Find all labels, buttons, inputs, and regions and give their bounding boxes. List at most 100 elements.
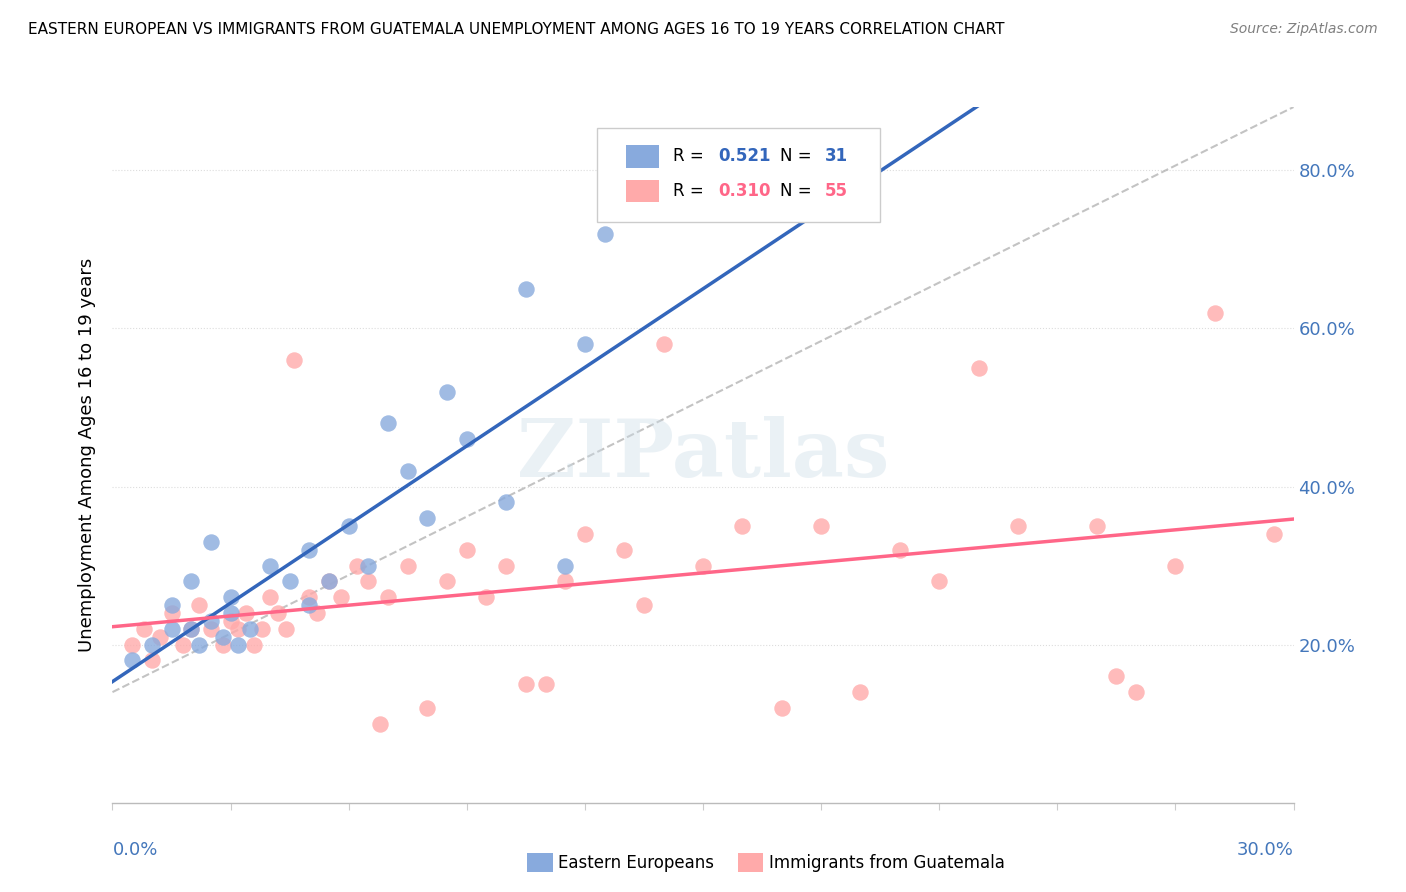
Point: [228, 622, 250, 636]
Point: [554, 574, 576, 589]
Point: [534, 677, 557, 691]
Point: [337, 519, 360, 533]
Text: 0.310: 0.310: [718, 182, 770, 200]
Point: [436, 574, 458, 589]
Point: [1164, 558, 1187, 573]
Point: [1007, 519, 1029, 533]
Point: [160, 598, 183, 612]
Point: [377, 417, 399, 431]
Point: [239, 622, 262, 636]
Point: [121, 653, 143, 667]
Point: [967, 360, 990, 375]
Point: [121, 638, 143, 652]
Point: [172, 638, 194, 652]
Point: [346, 558, 368, 573]
Point: [160, 606, 183, 620]
Point: [259, 558, 281, 573]
Point: [377, 591, 399, 605]
Text: 55: 55: [825, 182, 848, 200]
Y-axis label: Unemployment Among Ages 16 to 19 years: Unemployment Among Ages 16 to 19 years: [77, 258, 96, 652]
Point: [188, 638, 211, 652]
Point: [416, 701, 439, 715]
Point: [298, 598, 321, 612]
Text: Source: ZipAtlas.com: Source: ZipAtlas.com: [1230, 22, 1378, 37]
Text: ZIPatlas: ZIPatlas: [517, 416, 889, 494]
Point: [810, 519, 832, 533]
Text: Immigrants from Guatemala: Immigrants from Guatemala: [769, 854, 1005, 871]
Point: [357, 574, 380, 589]
Point: [456, 432, 478, 446]
Point: [495, 558, 517, 573]
Point: [633, 598, 655, 612]
Point: [141, 638, 163, 652]
Point: [219, 614, 242, 628]
Point: [219, 591, 242, 605]
Point: [267, 606, 290, 620]
Point: [200, 534, 222, 549]
Text: 0.521: 0.521: [718, 147, 770, 165]
Point: [1263, 527, 1285, 541]
Point: [515, 282, 537, 296]
Point: [357, 558, 380, 573]
Point: [1125, 685, 1147, 699]
Point: [318, 574, 340, 589]
Text: N =: N =: [780, 182, 817, 200]
Point: [200, 614, 222, 628]
Point: [329, 591, 352, 605]
Point: [416, 511, 439, 525]
Point: [211, 630, 233, 644]
Point: [250, 622, 273, 636]
Point: [228, 638, 250, 652]
Point: [235, 606, 257, 620]
Point: [298, 591, 321, 605]
Text: R =: R =: [673, 147, 710, 165]
Point: [475, 591, 498, 605]
Point: [278, 574, 301, 589]
Point: [243, 638, 266, 652]
Point: [298, 542, 321, 557]
Point: [515, 677, 537, 691]
Text: 31: 31: [825, 147, 848, 165]
Point: [692, 558, 714, 573]
Point: [554, 558, 576, 573]
Point: [436, 384, 458, 399]
Point: [307, 606, 329, 620]
Point: [211, 638, 233, 652]
Point: [396, 464, 419, 478]
Point: [770, 701, 793, 715]
Point: [396, 558, 419, 573]
Point: [274, 622, 297, 636]
Point: [283, 353, 305, 368]
Point: [849, 685, 872, 699]
FancyBboxPatch shape: [626, 180, 659, 202]
Point: [1085, 519, 1108, 533]
Point: [613, 542, 636, 557]
Point: [574, 337, 596, 351]
Point: [188, 598, 211, 612]
Point: [219, 606, 242, 620]
Point: [652, 337, 675, 351]
Point: [593, 227, 616, 241]
Point: [318, 574, 340, 589]
Point: [200, 622, 222, 636]
Point: [149, 630, 172, 644]
Point: [495, 495, 517, 509]
Point: [1105, 669, 1128, 683]
Point: [180, 622, 202, 636]
Point: [141, 653, 163, 667]
Point: [259, 591, 281, 605]
Point: [456, 542, 478, 557]
Text: 30.0%: 30.0%: [1237, 841, 1294, 859]
Point: [1204, 305, 1226, 319]
Point: [132, 622, 155, 636]
Point: [180, 574, 202, 589]
Text: Eastern Europeans: Eastern Europeans: [558, 854, 714, 871]
Text: R =: R =: [673, 182, 710, 200]
Text: 0.0%: 0.0%: [112, 841, 157, 859]
Point: [928, 574, 950, 589]
Text: EASTERN EUROPEAN VS IMMIGRANTS FROM GUATEMALA UNEMPLOYMENT AMONG AGES 16 TO 19 Y: EASTERN EUROPEAN VS IMMIGRANTS FROM GUAT…: [28, 22, 1005, 37]
Point: [368, 716, 391, 731]
FancyBboxPatch shape: [626, 145, 659, 168]
Point: [574, 527, 596, 541]
FancyBboxPatch shape: [596, 128, 880, 222]
